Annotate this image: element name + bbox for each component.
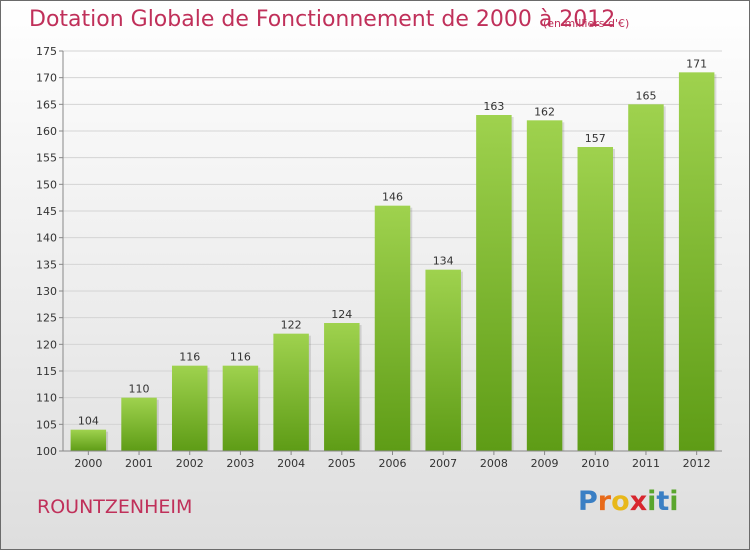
bar (171, 365, 208, 451)
y-tick-label: 110 (36, 392, 57, 405)
bar (374, 205, 411, 451)
x-tick-label: 2005 (328, 457, 356, 470)
bar-value-label: 163 (483, 100, 504, 113)
x-tick-label: 2011 (632, 457, 660, 470)
bar-value-label: 116 (230, 351, 251, 364)
bar (628, 104, 664, 451)
bar-value-label: 171 (686, 57, 707, 70)
y-tick-label: 175 (36, 45, 57, 58)
logo-letter: i (669, 486, 679, 517)
x-tick-label: 2001 (125, 457, 153, 470)
x-tick-label: 2007 (429, 457, 457, 470)
y-tick-label: 165 (36, 98, 57, 111)
logo-letter: i (647, 486, 657, 517)
bar-value-label: 162 (534, 105, 555, 118)
bar (577, 147, 614, 451)
y-tick-label: 105 (36, 418, 57, 431)
y-tick-label: 140 (36, 232, 57, 245)
x-tick-label: 2008 (480, 457, 508, 470)
x-tick-label: 2006 (379, 457, 407, 470)
bar (476, 115, 512, 451)
x-tick-label: 2002 (176, 457, 204, 470)
chart-units: (en milliers d'€) (543, 17, 630, 30)
bar (222, 365, 259, 451)
bar-value-label: 116 (179, 351, 200, 364)
bar-value-label: 124 (331, 308, 352, 321)
bars: 104 110 116 116 122 124 146 134 163 162 157 165 171 (70, 57, 717, 451)
y-tick-label: 135 (36, 258, 57, 271)
x-tick-label: 2009 (531, 457, 559, 470)
chart-title: Dotation Globale de Fonctionnement de 20… (29, 7, 616, 32)
y-tick-label: 115 (36, 365, 57, 378)
y-tick-label: 170 (36, 72, 57, 85)
x-tick-label: 2010 (581, 457, 609, 470)
bar (273, 333, 309, 451)
logo-letter: P (578, 486, 598, 517)
commune-name: ROUNTZENHEIM (37, 496, 193, 518)
y-tick-label: 120 (36, 338, 57, 351)
y-tick-label: 160 (36, 125, 57, 138)
x-axis: 2000 2001 2002 2003 2004 2005 2006 2007 2008 2009… (63, 450, 722, 470)
y-axis: 100 105 110 115 120 125 130 135 140 145 150 155 160 1… (36, 45, 64, 458)
bar-value-label: 157 (585, 132, 606, 145)
bar-value-label: 122 (281, 319, 302, 332)
logo-letter: t (656, 486, 670, 517)
bar (121, 397, 157, 451)
y-tick-label: 145 (36, 205, 57, 218)
x-tick-label: 2004 (277, 457, 305, 470)
bar (425, 269, 461, 451)
bar (324, 323, 360, 451)
logo-letter: o (611, 486, 630, 517)
logo-letter: x (629, 486, 648, 517)
y-tick-label: 130 (36, 285, 57, 298)
y-tick-label: 150 (36, 178, 57, 191)
logo-letter: r (597, 486, 612, 517)
x-tick-label: 2000 (74, 457, 102, 470)
bar (526, 120, 563, 451)
bar-value-label: 110 (129, 383, 150, 396)
y-tick-label: 100 (36, 445, 57, 458)
bar-value-label: 134 (433, 255, 454, 268)
bar-value-label: 146 (382, 191, 403, 204)
x-tick-label: 2012 (683, 457, 711, 470)
bar-value-label: 165 (635, 89, 656, 102)
y-tick-label: 155 (36, 152, 57, 165)
bar-value-label: 104 (78, 415, 99, 428)
proxiti-logo[interactable]: Proxiti (578, 486, 679, 517)
x-tick-label: 2003 (226, 457, 254, 470)
bar (70, 429, 107, 451)
bar (678, 72, 715, 451)
y-tick-label: 125 (36, 312, 57, 325)
